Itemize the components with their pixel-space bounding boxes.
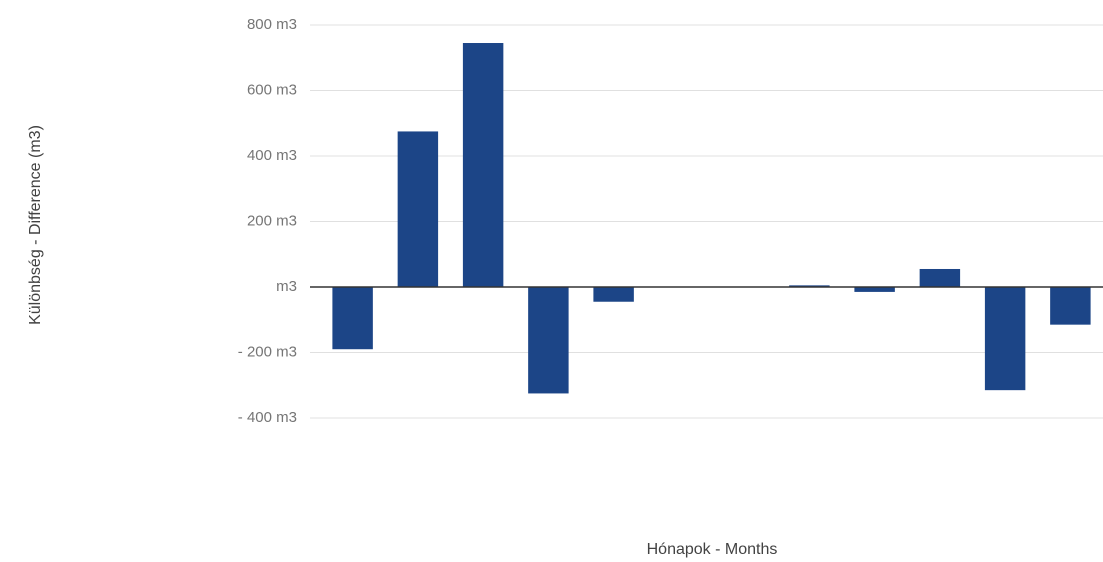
y-tick-label: m3 xyxy=(276,278,297,295)
bar xyxy=(593,287,634,302)
x-axis-title: Hónapok - Months xyxy=(647,541,778,558)
bar xyxy=(789,285,830,287)
bar xyxy=(854,287,895,292)
bar xyxy=(1050,287,1091,325)
bar xyxy=(984,287,1026,391)
y-axis-title: Különbség - Difference (m3) xyxy=(27,125,44,325)
y-tick-label: 400 m3 xyxy=(247,147,297,164)
y-tick-label: 800 m3 xyxy=(247,16,297,33)
y-tick-label: - 400 m3 xyxy=(238,409,297,426)
y-tick-label: - 200 m3 xyxy=(238,343,297,360)
y-tick-label: 600 m3 xyxy=(247,81,297,98)
bar xyxy=(462,43,504,288)
bar xyxy=(528,287,569,394)
bar xyxy=(397,131,439,287)
bar xyxy=(919,268,961,287)
bar xyxy=(332,287,373,350)
y-tick-label: 200 m3 xyxy=(247,212,297,229)
